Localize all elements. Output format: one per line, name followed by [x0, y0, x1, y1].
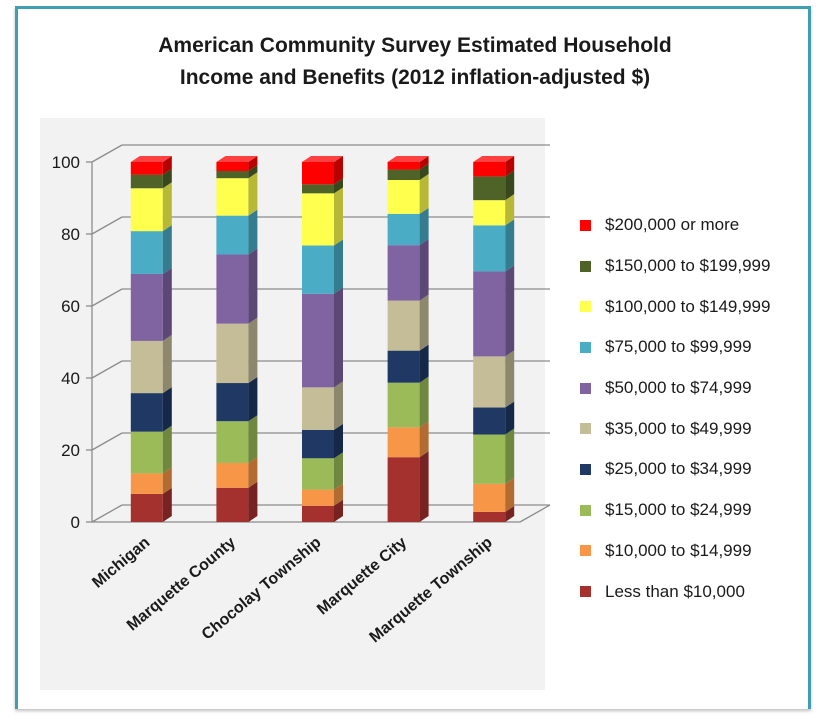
bar-segment [387, 376, 429, 428]
bar-segment [387, 239, 429, 301]
bar-segment [387, 174, 429, 214]
bar-segment [302, 239, 343, 294]
bar-segment [216, 248, 258, 324]
bar-segment [302, 499, 343, 522]
bar-segment [216, 209, 258, 255]
legend-swatch [580, 545, 591, 557]
legend-swatch [580, 219, 591, 231]
bar-segment [130, 182, 172, 232]
legend-label: $75,000 to $99,999 [605, 337, 752, 357]
y-tick-label: 0 [71, 513, 80, 532]
gridline-depth [91, 288, 123, 307]
legend-label: $50,000 to $74,999 [605, 378, 752, 398]
legend-swatch [580, 341, 591, 353]
legend-swatch [580, 382, 591, 394]
bar-segment [216, 165, 258, 179]
legend-label: $35,000 to $49,999 [605, 418, 752, 438]
legend-item: $50,000 to $74,999 [580, 368, 820, 409]
bar-segment [130, 387, 172, 432]
bar-segment [302, 381, 343, 430]
bar-segment [216, 456, 258, 488]
bar-segment [216, 415, 258, 463]
chart-title: American Community Survey Estimated Hous… [0, 30, 830, 94]
legend-label: $15,000 to $24,999 [605, 500, 752, 520]
bar-segment [130, 425, 172, 474]
legend-swatch [580, 423, 591, 435]
bar-segment [473, 156, 515, 177]
bar-segment [216, 481, 258, 522]
legend-label: $10,000 to $14,999 [605, 540, 752, 560]
legend-item: $15,000 to $24,999 [580, 490, 820, 531]
bar-segment [473, 265, 515, 357]
y-tick-label: 100 [52, 153, 80, 172]
bar-segment [473, 194, 515, 226]
bar-segment [216, 172, 258, 216]
bar-segment [302, 287, 343, 388]
legend-item: $35,000 to $49,999 [580, 408, 820, 449]
gridline-depth [91, 144, 123, 163]
bar-segment [387, 294, 429, 351]
legend-swatch [580, 586, 591, 598]
bar-segment [302, 452, 343, 490]
legend-swatch [580, 463, 591, 475]
bar-segment [130, 225, 172, 274]
legend-label: $25,000 to $34,999 [605, 459, 752, 479]
bar-segment [216, 377, 258, 422]
gridline-depth [91, 432, 123, 451]
bar-segment [387, 421, 429, 458]
gridline-depth [91, 360, 123, 379]
bar-segment [302, 187, 343, 246]
plot-background [40, 118, 545, 690]
y-tick-label: 20 [61, 441, 80, 460]
legend-item: $25,000 to $34,999 [580, 449, 820, 490]
chart-title-line-2: Income and Benefits (2012 inflation-adju… [179, 66, 651, 89]
bar-segment [130, 487, 172, 522]
bar-segment [473, 350, 515, 408]
y-tick-label: 60 [61, 297, 80, 316]
bar-segment [473, 401, 515, 435]
legend-label: $150,000 to $199,999 [605, 256, 771, 276]
bar-segment [130, 168, 172, 189]
legend-item: $75,000 to $99,999 [580, 327, 820, 368]
bar-segment [216, 317, 258, 384]
bar-segment [130, 156, 172, 175]
legend-swatch [580, 260, 591, 272]
bar-segment [387, 163, 429, 180]
bar-segment [473, 428, 515, 484]
gridline-depth [91, 216, 123, 235]
bar-segment [387, 207, 429, 246]
bar-segment [302, 483, 343, 506]
bar-segment [473, 477, 515, 512]
bar-segment [302, 178, 343, 194]
chart-legend: $200,000 or more $150,000 to $199,999 $100… [580, 205, 820, 612]
legend-swatch [580, 504, 591, 516]
bar-segment [387, 156, 429, 170]
bar-segment [130, 267, 172, 341]
legend-item: $150,000 to $199,999 [580, 246, 820, 287]
bar-segment [216, 156, 258, 171]
gridline-depth [91, 504, 123, 523]
legend-swatch [580, 301, 591, 313]
y-tick-label: 80 [61, 225, 80, 244]
chart-title-line-1: American Community Survey Estimated Hous… [158, 34, 672, 57]
legend-item: $200,000 or more [580, 205, 820, 246]
bar-segment [473, 219, 515, 272]
bar-segment [130, 467, 172, 494]
bar-segment [473, 505, 515, 522]
bar-segment [302, 423, 343, 459]
bar-segment [387, 451, 429, 522]
bar-segment [302, 156, 343, 185]
legend-item: $100,000 to $149,999 [580, 286, 820, 327]
legend-item: Less than $10,000 [580, 571, 820, 612]
legend-label: $200,000 or more [605, 215, 740, 235]
floor-right-edge [519, 504, 551, 523]
bar-segment [387, 344, 429, 383]
legend-item: $10,000 to $14,999 [580, 531, 820, 572]
bar-segment [473, 170, 515, 201]
legend-label: $100,000 to $149,999 [605, 296, 771, 316]
y-tick-label: 40 [61, 369, 80, 388]
legend-label: Less than $10,000 [605, 581, 745, 601]
bar-segment [130, 334, 172, 394]
